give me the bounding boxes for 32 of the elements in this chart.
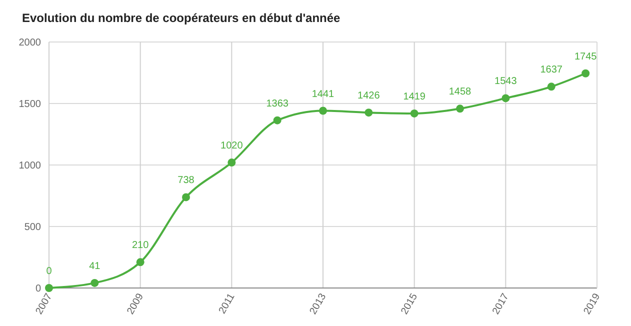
point [456, 104, 464, 113]
y-tick-label: 2000 [18, 38, 42, 48]
point [273, 116, 282, 124]
chart-title: Evolution du nombre de coopérateurs en début d'année [22, 11, 341, 25]
data-label: 1020 [220, 140, 244, 152]
data-label: 1458 [448, 86, 472, 98]
data-label: 0 [46, 266, 52, 277]
point [182, 193, 190, 202]
data-label: 1745 [574, 51, 598, 62]
point [502, 94, 510, 102]
data-label: 1441 [312, 88, 335, 100]
point [410, 109, 418, 118]
point [136, 258, 144, 266]
data-label: 1637 [540, 64, 563, 76]
data-label: 41 [89, 260, 101, 272]
data-label: 1543 [494, 76, 518, 88]
y-tick-label: 1000 [18, 160, 42, 172]
point [364, 108, 373, 117]
y-tick-label: 1500 [18, 99, 42, 110]
point [547, 82, 556, 91]
point [45, 284, 53, 292]
data-label: 210 [132, 240, 150, 252]
y-tick-label: 0 [35, 284, 42, 294]
data-label: 1419 [403, 91, 426, 102]
point [228, 158, 236, 167]
y-tick-label: 500 [24, 222, 42, 233]
point [582, 69, 590, 78]
data-label: 1426 [358, 90, 380, 102]
point [319, 106, 327, 115]
point [90, 278, 99, 287]
data-label: 738 [178, 175, 195, 186]
data-label: 1363 [266, 98, 289, 110]
